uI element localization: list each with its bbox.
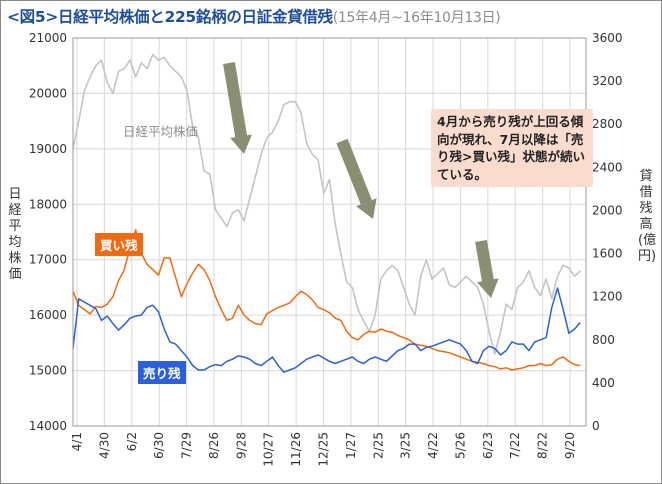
down-arrow-icon [223, 62, 252, 154]
x-tick-label: 8/26 [207, 432, 221, 459]
y-right-tick-label: 2800 [592, 117, 623, 131]
x-tick-label: 4/30 [97, 432, 111, 459]
y-right-tick-label: 1600 [592, 247, 623, 261]
y-right-tick-label: 0 [592, 419, 600, 433]
series-buy-line [72, 229, 581, 371]
x-tick-label: 11/26 [289, 432, 303, 467]
title-main: <図5>日経平均株価と225銘柄の日証金貸借残 [7, 8, 333, 26]
down-arrow-icon [475, 240, 499, 298]
x-tick-label: 1/27 [344, 432, 358, 459]
plot-border [72, 37, 587, 427]
y-left-tick-label: 16000 [29, 308, 67, 322]
series-label-buy: 買い残 [95, 233, 143, 256]
x-tick-label: 5/26 [453, 432, 467, 459]
y-left-tick-label: 15000 [29, 364, 67, 378]
y-right-tick-label: 2400 [592, 160, 623, 174]
x-tick-label: 3/25 [399, 432, 413, 459]
y-axis-right-label: 貸借残高(億円) [638, 169, 657, 264]
x-tick-label: 9/20 [563, 432, 577, 459]
series-lines [72, 53, 581, 373]
y-right-tick-label: 400 [592, 376, 615, 390]
x-tick-label: 10/27 [262, 432, 276, 467]
annotation-box: 4月から売り残が上回る傾向が現れ、7月以降は「売り残>買い残」状態が続いている。 [431, 109, 593, 187]
y-left-tick-label: 19000 [29, 142, 67, 156]
series-label-sell: 売り残 [138, 361, 186, 384]
x-tick-label: 4/1 [70, 432, 84, 451]
y-right-tick-label: 2000 [592, 203, 623, 217]
y-left-tick-label: 21000 [29, 31, 67, 45]
y-left-tick-label: 14000 [29, 419, 67, 433]
x-tick-label: 12/25 [317, 432, 331, 467]
x-tick-label: 4/22 [426, 432, 440, 459]
x-tick-label: 6/23 [481, 432, 495, 459]
x-tick-label: 2/25 [371, 432, 385, 459]
x-tick-label: 8/22 [536, 432, 550, 459]
down-arrow-icon [336, 138, 377, 219]
x-tick-label: 6/30 [152, 432, 166, 459]
x-tick-label: 7/22 [508, 432, 522, 459]
y-left-tick-label: 18000 [29, 197, 67, 211]
title-sub: (15年4月~16年10月13日) [332, 10, 501, 26]
y-right-tick-label: 3600 [592, 31, 623, 45]
y-left-tick-label: 17000 [29, 253, 67, 267]
chart-title: <図5>日経平均株価と225銘柄の日証金貸借残(15年4月~16年10月13日) [7, 5, 501, 27]
series-sell-line [72, 287, 581, 373]
series-label-nikkei: 日経平均株価 [123, 124, 199, 139]
y-right-tick-label: 3200 [592, 74, 623, 88]
y-left-tick-label: 20000 [29, 86, 67, 100]
y-right-tick-label: 1200 [592, 290, 623, 304]
x-tick-label: 7/29 [180, 432, 194, 459]
y-axis-left-label: 日経平均株価 [8, 187, 22, 282]
x-tick-label: 6/2 [125, 432, 139, 451]
trend-arrows [223, 62, 499, 298]
x-tick-label: 9/28 [234, 432, 248, 459]
y-right-tick-label: 800 [592, 333, 615, 347]
axes: 1400015000160001700018000190002000021000… [29, 31, 623, 467]
